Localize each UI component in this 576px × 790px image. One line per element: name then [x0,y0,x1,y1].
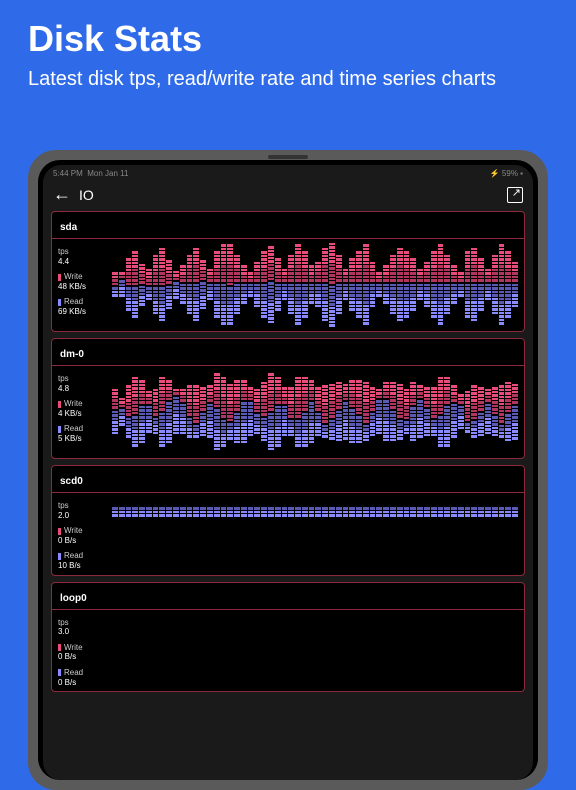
status-bar: 5:44 PM Mon Jan 11 ⚡ 59% ▪ [43,165,533,180]
export-icon[interactable] [507,187,523,203]
tps-stat: tps3.0 [58,618,108,637]
disk-list: sda tps4.4 Write48 KB/s Read69 KB/s dm-0 tps4… [43,211,533,780]
disk-card-dm-0[interactable]: dm-0 tps4.8 Write4 KB/s Read5 KB/s [51,338,525,459]
app-screen: 5:44 PM Mon Jan 11 ⚡ 59% ▪ ← IO sda tps4.… [43,165,533,780]
tps-stat: tps2.0 [58,501,108,520]
nav-bar: ← IO [43,180,533,211]
promo-header: Disk Stats Latest disk tps, read/write r… [0,0,576,103]
read-stat: Read5 KB/s [58,424,108,443]
read-stat: Read69 KB/s [58,297,108,316]
write-stat: Write0 B/s [58,643,108,662]
disk-card-sda[interactable]: sda tps4.4 Write48 KB/s Read69 KB/s [51,211,525,332]
disk-stats: tps2.0 Write0 B/s Read10 B/s [58,497,108,571]
disk-card-loop0[interactable]: loop0 tps3.0 Write0 B/s Read0 B/s [51,582,525,693]
camera-notch [268,155,308,159]
disk-name: sda [60,222,77,233]
disk-stats: tps4.8 Write4 KB/s Read5 KB/s [58,370,108,454]
io-chart [112,497,518,527]
io-chart [112,370,518,454]
write-stat: Write48 KB/s [58,272,108,291]
io-chart [112,614,518,644]
disk-card-scd0[interactable]: scd0 tps2.0 Write0 B/s Read10 B/s [51,465,525,576]
page-title: Disk Stats [28,18,548,60]
read-stat: Read0 B/s [58,668,108,687]
disk-name: scd0 [60,476,83,487]
disk-name: dm-0 [60,349,84,360]
tps-stat: tps4.4 [58,247,108,266]
tablet-frame: 5:44 PM Mon Jan 11 ⚡ 59% ▪ ← IO sda tps4.… [28,150,548,790]
back-arrow-icon[interactable]: ← [53,184,71,205]
status-time: 5:44 PM Mon Jan 11 [53,169,128,178]
status-battery: ⚡ 59% ▪ [490,169,523,178]
nav-title: IO [79,187,94,203]
write-stat: Write0 B/s [58,526,108,545]
disk-stats: tps4.4 Write48 KB/s Read69 KB/s [58,243,108,327]
page-subtitle: Latest disk tps, read/write rate and tim… [28,66,548,93]
tps-stat: tps4.8 [58,374,108,393]
read-stat: Read10 B/s [58,551,108,570]
io-chart [112,243,518,327]
write-stat: Write4 KB/s [58,399,108,418]
disk-stats: tps3.0 Write0 B/s Read0 B/s [58,614,108,688]
disk-name: loop0 [60,593,87,604]
